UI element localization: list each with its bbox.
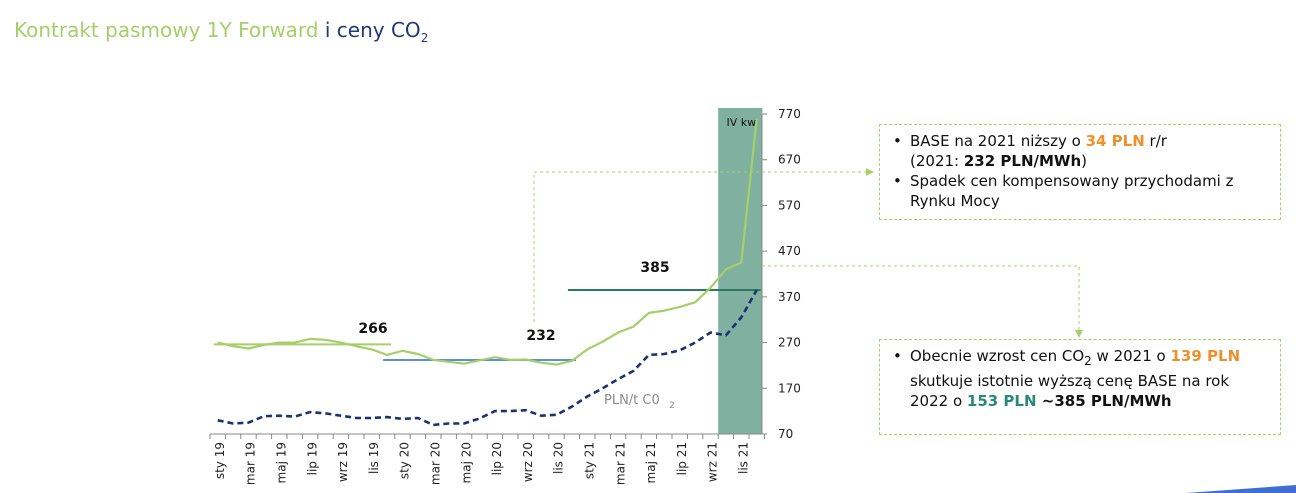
x-tick-label: wrz 21 <box>706 442 720 482</box>
callout1-text-a: BASE na 2021 niższy o <box>910 132 1086 150</box>
x-tick-label: lis 21 <box>736 442 750 474</box>
x-tick-label: lip 20 <box>490 442 504 475</box>
callout2-value-385: ~385 PLN/MWh <box>1036 392 1172 410</box>
connector-arrowhead-1 <box>866 168 874 176</box>
callout2-text-b: w 2021 o <box>1091 347 1171 365</box>
x-tick-label: lip 19 <box>305 442 319 475</box>
series-base-line <box>217 118 758 366</box>
x-tick-label: mar 20 <box>428 442 442 485</box>
y-tick-label: 370 <box>778 290 801 304</box>
label-avg-2020: 232 <box>526 328 555 344</box>
callout2-value-139: 139 PLN <box>1170 347 1241 365</box>
callout-base-2021-item-2: Spadek cen kompensowany przychodami z Ry… <box>893 171 1270 211</box>
x-tick-label: wrz 20 <box>521 442 535 482</box>
callout-base-2021: BASE na 2021 niższy o 34 PLN r/r (2021: 2… <box>879 124 1281 220</box>
series-co2-label-sub: 2 <box>669 401 675 411</box>
title-part-co2: ceny CO2 <box>336 18 429 45</box>
y-tick-label: 70 <box>778 427 793 441</box>
y-tick-label: 270 <box>778 336 801 350</box>
x-tick-label: sty 20 <box>398 442 412 479</box>
callout1-text-f: ) <box>1081 152 1087 170</box>
x-tick-label: maj 19 <box>274 442 288 483</box>
page-title: Kontrakt pasmowy 1Y Forward i ceny CO2 <box>14 18 428 45</box>
callout-co2-item: Obecnie wzrost cen CO2 w 2021 o 139 PLN … <box>893 346 1270 411</box>
title-co2-sub: 2 <box>420 31 429 45</box>
y-tick-label: 470 <box>778 244 801 258</box>
y-tick-label: 570 <box>778 198 801 212</box>
title-co2-text: ceny CO <box>336 18 421 42</box>
series-co2-line <box>217 289 758 427</box>
label-avg-2019: 266 <box>358 321 387 337</box>
x-tick-label: lip 21 <box>675 442 689 475</box>
corner-decoration <box>1186 485 1296 493</box>
callout1-value-232: 232 PLN/MWh <box>963 152 1082 170</box>
title-part-forward: Kontrakt pasmowy 1Y Forward <box>14 18 319 42</box>
callout2-value-153: 153 PLN <box>966 392 1037 410</box>
callout-base-2021-item-1: BASE na 2021 niższy o 34 PLN r/r (2021: 2… <box>893 131 1270 171</box>
callout1-text-c: r/r <box>1144 132 1167 150</box>
callout2-text-a: Obecnie wzrost cen CO <box>910 347 1085 365</box>
callout-co2-2021: Obecnie wzrost cen CO2 w 2021 o 139 PLN … <box>879 339 1281 435</box>
x-tick-label: sty 19 <box>213 442 227 479</box>
callout2-co2-sub: 2 <box>1084 354 1092 368</box>
series-co2-label: PLN/t C0 <box>604 393 660 408</box>
callout1-value-34: 34 PLN <box>1085 132 1145 150</box>
connector-arrowhead-2 <box>1075 330 1083 338</box>
shaded-region-label: IV kw <box>726 116 756 129</box>
y-tick-label: 170 <box>778 381 801 395</box>
x-tick-label: lis 19 <box>367 442 381 474</box>
x-tick-label: sty 21 <box>582 442 596 479</box>
x-tick-label: mar 21 <box>613 442 627 485</box>
y-tick-label: 670 <box>778 153 801 167</box>
x-tick-label: lis 20 <box>552 442 566 474</box>
label-avg-2021: 385 <box>640 260 669 276</box>
connector-2020-to-callout <box>533 171 866 322</box>
connector-co2-to-callout <box>762 265 1080 330</box>
x-tick-label: mar 19 <box>244 442 258 485</box>
x-tick-label: wrz 19 <box>336 442 350 482</box>
title-part-and: i <box>318 18 337 42</box>
callout2-text-d: skutkuje istotnie wyższą cenę BASE na ro… <box>910 372 1230 410</box>
callout1-text-d: (2021: <box>910 152 964 170</box>
y-tick-label: 770 <box>778 107 801 121</box>
x-tick-label: maj 20 <box>459 442 473 483</box>
x-tick-label: maj 21 <box>644 442 658 483</box>
